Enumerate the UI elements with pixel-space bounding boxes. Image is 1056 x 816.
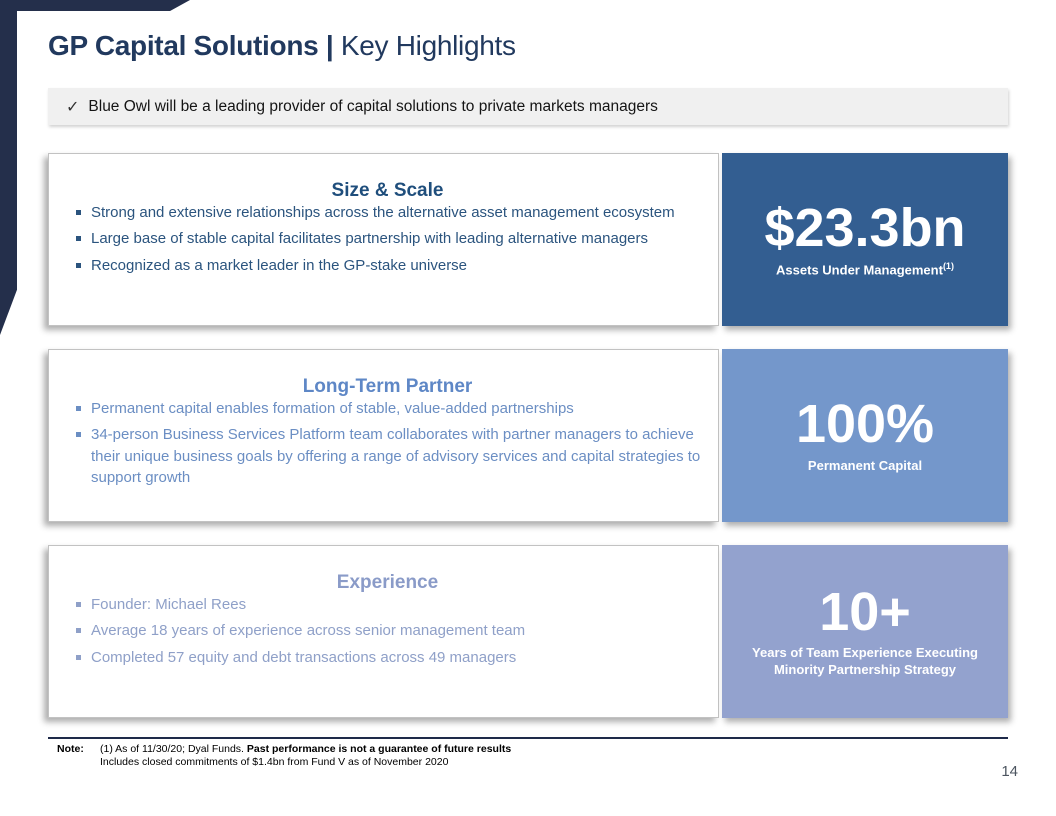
bullet-item: Large base of stable capital facilitates… — [69, 228, 706, 249]
card-title: Long-Term Partner — [302, 376, 473, 397]
stat-label-line1: Years of Team Experience Executing — [752, 645, 978, 661]
card-bullets: Founder: Michael Rees Average 18 years o… — [69, 594, 706, 668]
callout-text: Blue Owl will be a leading provider of c… — [88, 97, 658, 115]
stat-value: 10+ — [819, 581, 911, 642]
stat-panel-permanent-capital: 100% Permanent Capital — [722, 349, 1008, 522]
stat-value: $23.3bn — [764, 197, 966, 258]
footnote-line1-bold: Past performance is not a guarantee of f… — [246, 743, 512, 755]
key-message-callout: ✓ Blue Owl will be a leading provider of… — [48, 88, 1008, 125]
card-title: Experience — [336, 572, 439, 593]
card-body: Experience Founder: Michael Rees Average… — [48, 545, 719, 718]
stat-label: Years of Team Experience Executing Minor… — [752, 645, 978, 679]
page-number: 14 — [1001, 763, 1018, 780]
card-body: Size & Scale Strong and extensive relati… — [48, 153, 719, 326]
bullet-item: Completed 57 equity and debt transaction… — [69, 647, 706, 668]
bullet-item: Permanent capital enables formation of s… — [69, 398, 706, 419]
footnote: Note: (1) As of 11/30/20; Dyal Funds. Pa… — [57, 743, 511, 770]
stat-label-text: Assets Under Management — [776, 262, 943, 278]
page-title-bold: GP Capital Solutions | — [48, 30, 341, 61]
footnote-marker: (1) — [942, 261, 954, 272]
left-edge-decoration — [0, 0, 17, 335]
bullet-item: Founder: Michael Rees — [69, 594, 706, 615]
card-bullets: Permanent capital enables formation of s… — [69, 398, 706, 489]
checkmark-icon: ✓ — [66, 98, 80, 116]
stat-label: Assets Under Management(1) — [776, 261, 954, 279]
corner-bar-decoration — [0, 0, 190, 11]
stat-panel-aum: $23.3bn Assets Under Management(1) — [722, 153, 1008, 326]
stat-label-line2: Minority Partnership Strategy — [773, 662, 957, 678]
card-long-term-partner: Long-Term Partner Permanent capital enab… — [48, 349, 1008, 522]
footnote-line2: Includes closed commitments of $1.4bn fr… — [100, 756, 449, 769]
highlight-cards: Size & Scale Strong and extensive relati… — [48, 153, 1008, 741]
page-title: GP Capital Solutions | Key Highlights — [48, 30, 516, 62]
card-title: Size & Scale — [331, 180, 444, 201]
card-body: Long-Term Partner Permanent capital enab… — [48, 349, 719, 522]
bullet-item: Average 18 years of experience across se… — [69, 620, 706, 641]
bullet-item: Strong and extensive relationships acros… — [69, 202, 706, 223]
bullet-item: 34-person Business Services Platform tea… — [69, 424, 706, 488]
card-bullets: Strong and extensive relationships acros… — [69, 202, 706, 276]
card-size-and-scale: Size & Scale Strong and extensive relati… — [48, 153, 1008, 326]
page-title-regular: Key Highlights — [340, 30, 516, 61]
bullet-item: Recognized as a market leader in the GP-… — [69, 255, 706, 276]
stat-panel-experience: 10+ Years of Team Experience Executing M… — [722, 545, 1008, 718]
footnote-label: Note: — [57, 743, 84, 755]
footer-divider — [48, 737, 1008, 739]
card-experience: Experience Founder: Michael Rees Average… — [48, 545, 1008, 718]
footnote-text: (1) As of 11/30/20; Dyal Funds. Past per… — [100, 743, 511, 770]
footnote-line1: (1) As of 11/30/20; Dyal Funds. — [100, 743, 247, 755]
stat-value: 100% — [795, 394, 935, 455]
stat-label: Permanent Capital — [807, 457, 923, 473]
